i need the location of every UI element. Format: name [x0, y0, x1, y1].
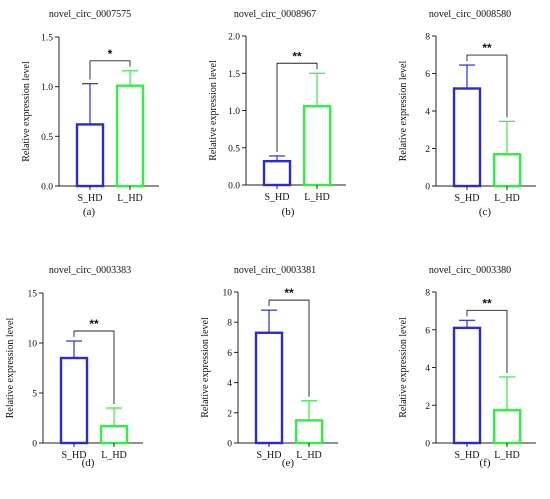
- significance-bracket: [466, 54, 508, 118]
- panel-label: (e): [282, 457, 295, 469]
- bar-s-hd: [59, 356, 89, 445]
- y-tick-label: 6: [425, 70, 430, 80]
- x-tick-label: S_HD: [264, 192, 289, 203]
- x-tick-label: S_HD: [454, 193, 479, 204]
- panel-label: (f): [480, 457, 491, 469]
- y-tick-label: 8: [425, 289, 430, 299]
- x-tick-label: L_HD: [494, 193, 520, 204]
- bar-l-hd: [294, 419, 324, 445]
- y-tick-label: 2: [425, 402, 430, 412]
- panel-label: (a): [83, 206, 96, 218]
- significance-bracket: [89, 60, 131, 80]
- x-tick-label: S_HD: [61, 450, 86, 461]
- chart-panel-6: novel_circ_0003380 Relative expression le…: [398, 265, 536, 469]
- y-tick-label: 0.0: [228, 182, 240, 192]
- y-tick-label: 1.0: [228, 107, 240, 117]
- x-tick-label: S_HD: [77, 193, 102, 204]
- chart-panel-4: novel_circ_0003383 Relative expression le…: [5, 265, 143, 469]
- y-tick-label: 1.0: [41, 83, 53, 93]
- y-axis-label: Relative expression level: [5, 318, 16, 419]
- x-tick-label: L_HD: [101, 450, 127, 461]
- bar-l-hd: [99, 424, 129, 445]
- panel-label: (b): [282, 206, 295, 218]
- bar-l-hd: [492, 408, 522, 445]
- y-tick-label: 15: [28, 290, 38, 300]
- x-tick-label: L_HD: [304, 192, 330, 203]
- y-tick-label: 1.5: [228, 70, 240, 80]
- y-tick-label: 6: [227, 349, 232, 359]
- significance-marker: **: [89, 317, 99, 331]
- significance-marker: *: [108, 47, 113, 61]
- significance-bracket: [276, 62, 318, 152]
- chart-panel-3: novel_circ_0008580 Relative expression le…: [398, 9, 536, 218]
- y-tick-label: 1.5: [41, 34, 53, 44]
- x-tick-label: L_HD: [494, 450, 520, 461]
- y-tick-label: 4: [425, 364, 430, 374]
- significance-marker: **: [292, 49, 302, 63]
- y-axis-label: Relative expression level: [200, 317, 211, 418]
- chart-panel-1: novel_circ_0007575 Relative expression le…: [21, 9, 159, 218]
- y-tick-label: 0: [32, 440, 37, 450]
- significance-bracket: [466, 309, 508, 373]
- x-tick-label: S_HD: [256, 450, 281, 461]
- bar-s-hd: [75, 123, 105, 188]
- panel-label: (c): [479, 206, 492, 218]
- significance-marker: **: [482, 41, 492, 55]
- y-tick-label: 0.0: [41, 183, 53, 193]
- chart-title: novel_circ_0003381: [234, 265, 316, 276]
- y-tick-label: 0: [425, 440, 430, 450]
- x-tick-label: S_HD: [454, 450, 479, 461]
- chart-title: novel_circ_0007575: [49, 9, 131, 20]
- y-tick-label: 2.0: [228, 33, 240, 43]
- panel-label: (d): [82, 457, 95, 469]
- y-axis-label: Relative expression level: [398, 317, 409, 418]
- y-tick-label: 0.5: [41, 133, 53, 143]
- chart-title: novel_circ_0008967: [234, 9, 316, 20]
- bar-l-hd: [492, 152, 522, 188]
- bar-s-hd: [452, 326, 482, 445]
- y-tick-label: 10: [28, 340, 38, 350]
- y-axis-label: Relative expression level: [398, 61, 409, 162]
- y-tick-label: 0.5: [228, 144, 240, 154]
- bar-l-hd: [302, 104, 332, 187]
- y-axis-label: Relative expression level: [21, 61, 32, 162]
- y-axis-label: Relative expression level: [208, 60, 219, 161]
- y-tick-label: 4: [425, 108, 430, 118]
- y-tick-label: 2: [425, 145, 430, 155]
- chart-panel-5: novel_circ_0003381 Relative expression le…: [200, 265, 338, 469]
- significance-bracket: [268, 299, 310, 397]
- chart-title: novel_circ_0008580: [429, 9, 511, 20]
- bar-s-hd: [452, 87, 482, 188]
- y-tick-label: 8: [425, 33, 430, 43]
- x-tick-label: L_HD: [117, 193, 143, 204]
- chart-panel-2: novel_circ_0008967 Relative expression le…: [208, 9, 346, 218]
- y-tick-label: 8: [227, 319, 232, 329]
- y-tick-label: 0: [227, 440, 232, 450]
- y-tick-label: 10: [223, 289, 233, 299]
- bar-s-hd: [262, 159, 292, 187]
- significance-marker: **: [284, 286, 294, 300]
- bar-l-hd: [115, 84, 145, 188]
- y-tick-label: 4: [227, 379, 232, 389]
- significance-marker: **: [482, 296, 492, 310]
- y-tick-label: 5: [32, 390, 37, 400]
- significance-bracket: [73, 330, 115, 404]
- y-tick-label: 0: [425, 183, 430, 193]
- bar-s-hd: [254, 331, 284, 445]
- y-tick-label: 6: [425, 326, 430, 336]
- x-tick-label: L_HD: [296, 450, 322, 461]
- y-tick-label: 2: [227, 409, 232, 419]
- chart-title: novel_circ_0003380: [429, 265, 511, 276]
- chart-title: novel_circ_0003383: [49, 265, 131, 276]
